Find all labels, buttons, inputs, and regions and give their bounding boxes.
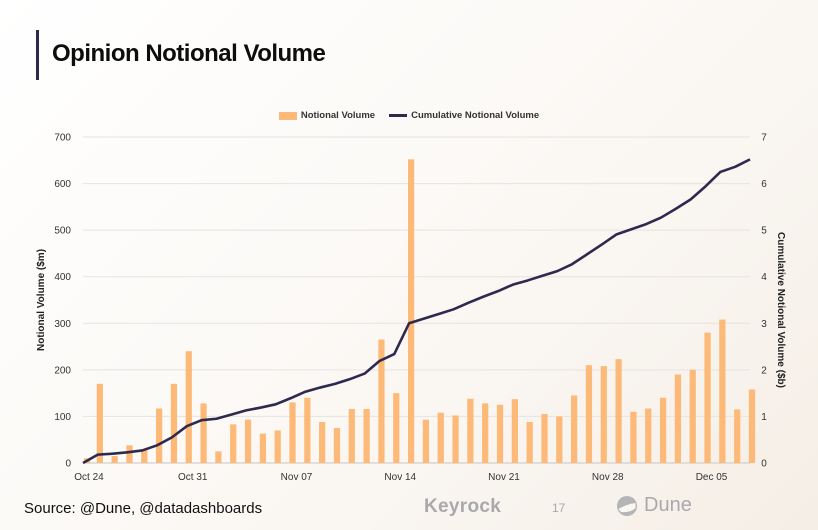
x-tick-label: Oct 31	[178, 472, 208, 483]
y-right-tick-label: 7	[761, 133, 767, 144]
title-accent-bar	[36, 30, 39, 80]
volume-bar	[630, 411, 637, 463]
volume-bar	[393, 393, 400, 463]
legend-line-label: Cumulative Notional Volume	[411, 110, 540, 121]
x-tick-label: Dec 05	[696, 472, 728, 483]
volume-bar	[244, 419, 252, 463]
x-tick-label: Oct 24	[74, 472, 104, 483]
x-tick-label: Nov 21	[488, 472, 520, 483]
dune-logo-icon	[617, 495, 637, 516]
volume-bar	[645, 408, 652, 463]
volume-bar	[437, 412, 444, 463]
volume-bar	[185, 351, 192, 463]
volume-bar	[585, 365, 593, 463]
y-left-tick-label: 600	[54, 179, 71, 190]
volume-bar	[333, 428, 341, 463]
volume-bar	[378, 339, 385, 463]
volume-bar	[571, 395, 578, 463]
volume-bar	[215, 451, 222, 463]
dune-logo-label: Dune	[644, 494, 692, 516]
volume-bar	[363, 408, 370, 463]
y-left-tick-label: 300	[54, 319, 71, 330]
volume-bar	[600, 366, 607, 463]
volume-bar	[734, 409, 741, 463]
volume-bar	[467, 398, 474, 463]
x-tick-label: Nov 07	[281, 472, 313, 483]
keyrock-logo: Keyrock	[424, 496, 502, 517]
volume-bar	[748, 389, 756, 463]
volume-bar	[230, 424, 237, 463]
y-right-tick-label: 2	[761, 365, 767, 376]
volume-bar	[452, 415, 459, 463]
volume-bar	[556, 416, 563, 463]
volume-bar	[111, 456, 118, 463]
y-left-tick-label: 100	[54, 412, 71, 423]
y-left-tick-label: 200	[54, 365, 71, 376]
volume-bar	[541, 414, 548, 463]
y-right-tick-label: 4	[761, 272, 767, 283]
y-left-axis-title: Notional Volume ($m)	[36, 249, 47, 351]
legend-bar-label: Notional Volume	[300, 110, 376, 121]
volume-bar	[96, 383, 103, 463]
volume-bar	[674, 374, 682, 463]
x-tick-label: Nov 14	[384, 472, 416, 483]
cumulative-line	[82, 158, 751, 465]
volume-bar	[496, 404, 504, 463]
page-title: Opinion Notional Volume	[52, 40, 326, 67]
dune-logo-block: Dune	[616, 494, 692, 517]
y-left-tick-label: 700	[54, 133, 71, 144]
volume-bar	[304, 397, 311, 463]
volume-bar	[719, 319, 726, 463]
volume-bar	[126, 445, 133, 463]
volume-bar	[511, 399, 518, 463]
y-right-tick-label: 1	[761, 412, 767, 423]
x-tick-label: Nov 28	[592, 472, 624, 483]
volume-bar	[704, 332, 711, 463]
legend-item-bar: Notional Volume	[278, 110, 376, 121]
volume-bar	[155, 408, 163, 463]
volume-bar	[319, 422, 326, 463]
volume-bar	[348, 408, 355, 463]
volume-bar	[659, 397, 667, 463]
volume-bar	[482, 403, 489, 463]
source-note: Source: @Dune, @datadashboards	[24, 500, 263, 517]
y-left-tick-label: 500	[54, 226, 71, 237]
volume-bar	[141, 449, 148, 463]
y-left-tick-label: 0	[65, 459, 71, 470]
volume-bar	[170, 383, 178, 463]
volume-bar	[526, 422, 533, 463]
legend-bar-swatch	[278, 111, 297, 120]
chart-legend: Notional Volume Cumulative Notional Volu…	[0, 110, 818, 121]
volume-bar	[615, 359, 622, 463]
y-right-tick-label: 3	[761, 319, 767, 330]
volume-bar	[200, 403, 207, 463]
y-left-tick-label: 400	[54, 272, 71, 283]
y-right-tick-label: 0	[761, 459, 767, 470]
volume-bar	[422, 419, 430, 463]
volume-bar	[289, 402, 296, 463]
y-right-axis-title: Cumulative Notional Volume ($b)	[775, 232, 786, 388]
volume-bar	[689, 369, 696, 463]
legend-item-line: Cumulative Notional Volume	[389, 110, 539, 121]
y-right-tick-label: 6	[761, 179, 767, 190]
volume-bar	[407, 159, 415, 463]
volume-bar	[259, 433, 266, 463]
y-right-tick-label: 5	[761, 226, 767, 237]
page-number: 17	[552, 501, 566, 515]
volume-bar	[274, 430, 281, 463]
legend-line-swatch	[389, 114, 408, 117]
